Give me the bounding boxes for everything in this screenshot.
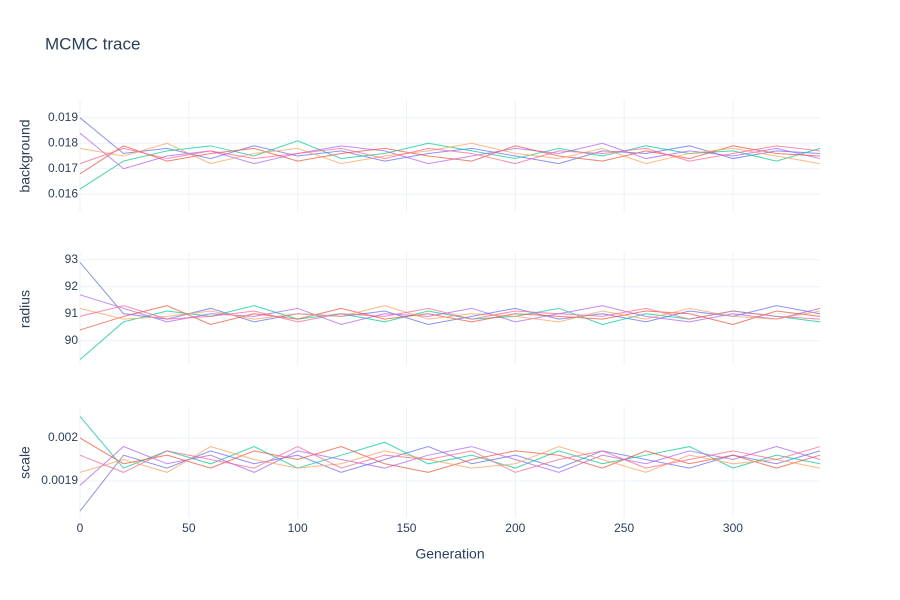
y-tick-label: 0.019 (48, 110, 78, 124)
trace-line (79, 305, 821, 331)
trace-line (79, 446, 821, 473)
x-tick-label: 250 (614, 521, 634, 535)
y-axis-label: background (17, 119, 33, 192)
x-tick-label: 0 (77, 521, 84, 535)
y-tick-label: 92 (65, 279, 79, 293)
x-tick-label: 50 (182, 521, 196, 535)
trace-line (79, 142, 821, 165)
trace-line (79, 416, 821, 469)
y-tick-label: 0.0019 (41, 473, 78, 487)
trace-line (79, 140, 821, 190)
x-tick-label: 100 (288, 521, 308, 535)
trace-line (79, 145, 821, 175)
y-tick-label: 91 (65, 306, 79, 320)
x-tick-label: 300 (723, 521, 743, 535)
y-tick-label: 0.017 (48, 161, 78, 175)
y-tick-label: 0.018 (48, 135, 78, 149)
trace-line (79, 145, 821, 165)
y-tick-label: 0.002 (48, 430, 78, 444)
x-tick-label: 150 (396, 521, 416, 535)
y-tick-label: 0.016 (48, 186, 78, 200)
y-axis-label: scale (17, 446, 33, 479)
x-axis-label: Generation (415, 546, 484, 562)
x-tick-label: 200 (505, 521, 525, 535)
trace-line (79, 305, 821, 323)
trace-line (79, 437, 821, 473)
y-tick-label: 90 (65, 333, 79, 347)
trace-line (79, 262, 821, 326)
trace-line (79, 446, 821, 486)
trace-line (79, 305, 821, 323)
y-tick-label: 93 (65, 252, 79, 266)
trace-line (79, 446, 821, 473)
chart-title: MCMC trace (45, 34, 140, 53)
trace-line (79, 294, 821, 326)
y-axis-label: radius (17, 290, 33, 328)
